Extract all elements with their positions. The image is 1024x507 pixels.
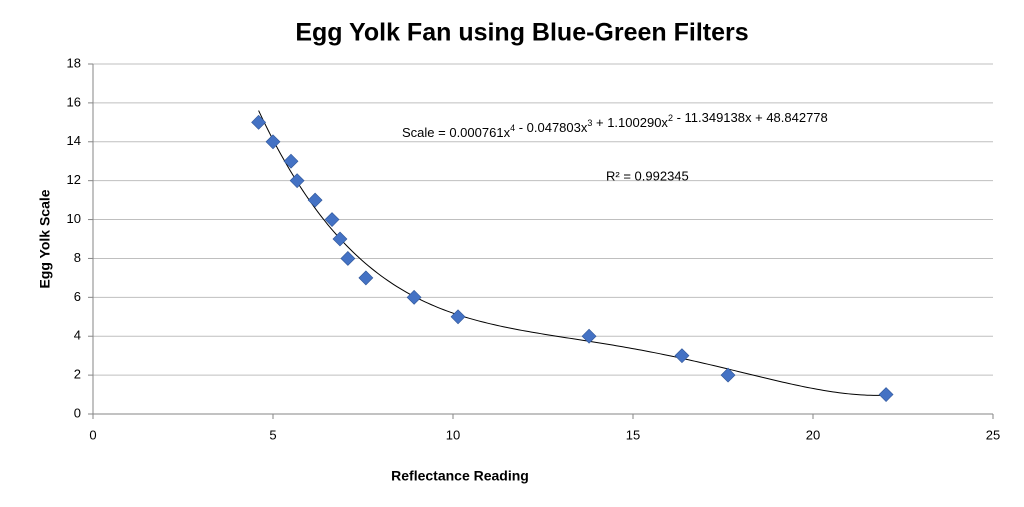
data-point xyxy=(406,289,422,305)
data-point xyxy=(324,212,340,227)
trendline xyxy=(258,110,887,396)
y-tick-label: 18 xyxy=(67,55,81,70)
data-point xyxy=(358,270,374,286)
data-point xyxy=(283,153,299,169)
data-point xyxy=(265,134,281,150)
equation-power: 2 xyxy=(668,113,673,123)
equation-term: - 0.047803x xyxy=(515,120,588,135)
x-axis-label: Reflectance Reading xyxy=(391,468,529,484)
equation-power: 4 xyxy=(510,123,515,133)
y-tick-label: 16 xyxy=(67,94,81,109)
x-tick-label: 20 xyxy=(806,427,820,442)
y-tick-label: 6 xyxy=(74,289,81,304)
x-tick-label: 25 xyxy=(986,427,1000,442)
y-tick-label: 12 xyxy=(67,172,81,187)
data-point xyxy=(340,251,356,266)
data-point xyxy=(251,114,267,130)
y-tick-label: 0 xyxy=(74,405,81,420)
equation-term: + 1.100290x xyxy=(592,115,668,130)
equation-term: + 48.842778 xyxy=(752,110,828,125)
x-tick-label: 10 xyxy=(446,427,460,442)
y-tick-label: 4 xyxy=(74,328,81,343)
equation-power: 3 xyxy=(587,118,592,128)
y-tick-label: 8 xyxy=(74,250,81,265)
equation-term: - 11.349138x xyxy=(673,110,752,125)
x-tick-label: 5 xyxy=(269,427,276,442)
y-axis-label: Egg Yolk Scale xyxy=(37,189,53,288)
y-tick-label: 10 xyxy=(67,211,81,226)
data-point xyxy=(332,231,348,247)
chart-title: Egg Yolk Fan using Blue-Green Filters xyxy=(295,19,748,47)
data-point xyxy=(581,328,597,344)
data-point xyxy=(450,309,466,325)
data-point xyxy=(878,387,894,402)
equation-lhs: Scale = xyxy=(402,125,449,140)
x-tick-label: 15 xyxy=(626,427,640,442)
x-tick-label: 0 xyxy=(89,427,96,442)
equation-term: 0.000761x xyxy=(449,125,510,140)
trendline-equation: Scale = 0.000761x4 - 0.047803x3 + 1.1002… xyxy=(402,110,828,140)
data-point xyxy=(307,192,323,208)
y-tick-label: 2 xyxy=(74,367,81,382)
data-point xyxy=(720,367,736,383)
y-tick-label: 14 xyxy=(67,133,81,148)
data-point xyxy=(674,348,690,364)
data-point xyxy=(289,173,305,189)
r-squared: R² = 0.992345 xyxy=(606,168,689,183)
